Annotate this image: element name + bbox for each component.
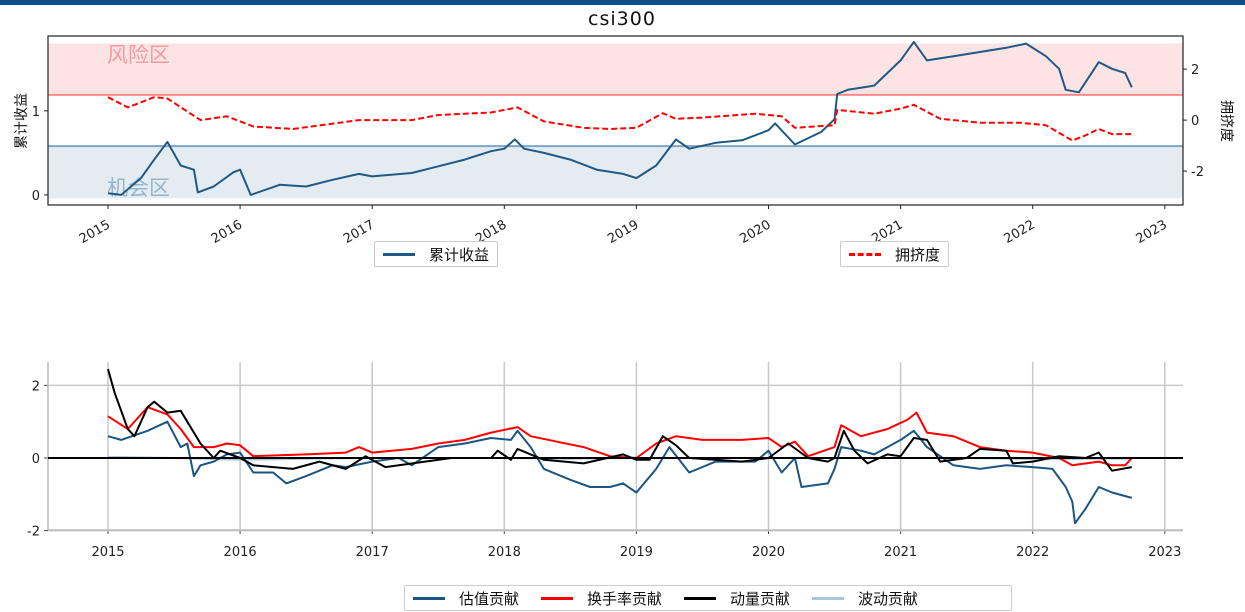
cumulative-return-line (107, 40, 1133, 196)
x-tick-label: 2022 (1016, 545, 1049, 560)
legend-swatch (541, 596, 574, 600)
x-tick-label: 2022 (1002, 217, 1038, 247)
y-tick-label: 2 (32, 379, 40, 394)
legend-contributions: 估值贡献 换手率贡献 动量贡献 波动贡献 (404, 585, 1012, 611)
legend-item: 动量贡献 (684, 588, 790, 609)
x-tick-label: 2023 (1134, 217, 1170, 247)
y-tick-label-right: 0 (1191, 114, 1199, 129)
x-tick-label: 2015 (77, 217, 113, 247)
x-tick-label: 2019 (605, 217, 641, 247)
legend-label: 估值贡献 (459, 589, 520, 608)
y-tick-label: 0 (32, 189, 40, 204)
x-tick-label: 2017 (356, 545, 389, 560)
valuation-line (107, 420, 1133, 525)
legend-item: 估值贡献 (413, 588, 519, 609)
x-tick-label: 2018 (488, 545, 521, 560)
x-tick-label: 2021 (884, 545, 917, 560)
legend-item: 波动贡献 (812, 588, 918, 609)
x-tick-label: 2020 (737, 217, 773, 247)
turnover-line (107, 406, 1133, 467)
legend-crowding: 拥挤度 (840, 241, 950, 267)
legend-label: 拥挤度 (895, 245, 941, 264)
x-tick-label: 2016 (209, 217, 245, 247)
legend-item: 换手率贡献 (541, 588, 662, 609)
legend-label: 动量贡献 (730, 589, 791, 608)
y-axis-label-right: 拥挤度 (1218, 100, 1234, 142)
y-axis-label-left: 累计收益 (14, 93, 30, 149)
zone-band (48, 43, 1183, 95)
top-border (0, 0, 1245, 5)
x-tick-label: 2017 (341, 217, 377, 247)
y-tick-label-right: 2 (1191, 63, 1199, 78)
y-tick-label: -2 (27, 525, 40, 540)
zone-label: 风险区 (107, 43, 170, 67)
legend-item: 累计收益 (383, 244, 489, 265)
legend-swatch (413, 596, 445, 600)
legend-item: 拥挤度 (849, 244, 940, 265)
legend-label: 累计收益 (429, 245, 490, 264)
bottom-plot: 2015 2016 2017 2018 2019 2020 2021 2022 2023 -2 0 2 (27, 362, 1183, 560)
legend-swatch (383, 252, 415, 256)
legend-label: 波动贡献 (858, 589, 919, 608)
x-tick-label: 2023 (1148, 545, 1181, 560)
y-tick-label-right: -2 (1191, 165, 1204, 180)
y-tick-label: 1 (32, 105, 40, 120)
legend-cumulative: 累计收益 (374, 241, 499, 267)
legend-swatch (812, 596, 845, 600)
legend-swatch (684, 596, 717, 600)
x-tick-label: 2016 (224, 545, 257, 560)
x-tick-label: 2015 (91, 545, 124, 560)
x-tick-label: 2020 (752, 545, 785, 560)
legend-swatch (849, 252, 881, 256)
chart-title: csi300 (588, 8, 656, 30)
crowding-line (107, 96, 1132, 142)
y-tick-label: 0 (32, 452, 40, 467)
legend-label: 换手率贡献 (587, 589, 663, 608)
x-tick-label: 2019 (620, 545, 653, 560)
